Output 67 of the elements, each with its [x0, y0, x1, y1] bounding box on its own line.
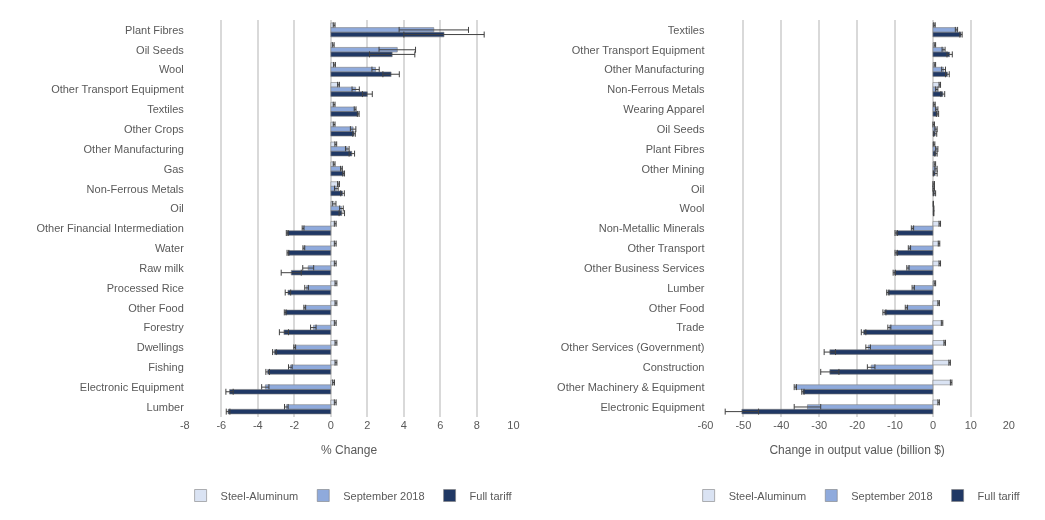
y-tick-label: Other Food	[128, 301, 184, 314]
x-tick-label: -10	[887, 418, 903, 431]
y-tick-label: Other Crops	[123, 123, 185, 135]
x-axis-title: Change in output value (billion $)	[769, 442, 945, 457]
y-tick-label: Other Machinery & Equipment	[557, 380, 705, 393]
y-tick-label: Electronic Equipment	[600, 400, 705, 413]
y-tick-label: Lumber	[667, 281, 705, 294]
y-tick-label: Oil Seeds	[136, 43, 185, 56]
y-tick-label: Non-Metallic Minerals	[598, 222, 705, 235]
x-tick-label: -8	[179, 418, 190, 431]
y-tick-label: Non-Ferrous Metals	[607, 83, 705, 96]
x-tick-label: 10	[964, 418, 977, 431]
y-tick-label: Other Manufacturing	[604, 63, 705, 76]
legend-label: September 2018	[851, 489, 933, 502]
legend-label: Steel-Aluminum	[220, 489, 299, 502]
y-tick-label: Textiles	[667, 23, 705, 36]
x-tick-label: -6	[216, 418, 227, 431]
y-tick-label: Other Transport	[627, 242, 705, 255]
y-tick-label: Lumber	[146, 400, 185, 413]
y-tick-label: Other Transport Equipment	[571, 43, 705, 56]
x-tick-label: 2	[364, 418, 371, 431]
y-tick-label: Other Financial Intermediation	[36, 222, 184, 235]
y-tick-label: Raw milk	[139, 261, 185, 274]
y-tick-label: Other Manufacturing	[83, 142, 184, 155]
x-tick-label: -50	[735, 418, 752, 431]
y-tick-label: Construction	[642, 361, 705, 374]
x-tick-label: -2	[289, 418, 300, 431]
y-tick-label: Other Mining	[641, 162, 705, 175]
x-tick-label: 0	[929, 418, 937, 431]
y-tick-label: Gas	[163, 162, 185, 175]
x-tick-label: 4	[400, 418, 407, 431]
y-tick-label: Other Business Services	[584, 261, 705, 274]
y-tick-label: Plant Fibres	[645, 142, 705, 155]
x-tick-label: 8	[473, 418, 480, 431]
legend-label: September 2018	[343, 489, 425, 502]
y-tick-label: Plant Fibres	[125, 23, 185, 36]
x-tick-label: -30	[811, 418, 828, 431]
y-tick-label: Forestry	[143, 321, 185, 334]
x-tick-label: -4	[252, 418, 263, 431]
y-tick-label: Oil	[170, 202, 184, 215]
y-tick-label: Non-Ferrous Metals	[86, 182, 185, 195]
y-tick-label: Oil Seeds	[656, 123, 705, 135]
y-tick-label: Oil	[691, 182, 705, 195]
y-tick-label: Electronic Equipment	[79, 380, 184, 393]
x-tick-label: -20	[849, 418, 866, 431]
x-tick-label: 6	[437, 418, 444, 431]
y-tick-label: Fishing	[148, 361, 184, 374]
y-tick-label: Water	[154, 242, 185, 255]
x-tick-label: 10	[507, 418, 520, 431]
y-tick-label: Other Services (Government)	[560, 341, 705, 354]
legend-label: Full tariff	[977, 489, 1021, 502]
legend-label: Full tariff	[469, 489, 513, 502]
y-tick-label: Other Transport Equipment	[51, 83, 184, 96]
x-tick-label: -60	[697, 418, 714, 431]
x-tick-label: 20	[1002, 418, 1015, 431]
y-tick-label: Wearing Apparel	[623, 103, 705, 116]
x-tick-label: 0	[327, 418, 334, 431]
y-tick-label: Wool	[679, 202, 705, 215]
y-tick-label: Processed Rice	[106, 281, 184, 294]
x-axis-title: % Change	[321, 442, 378, 457]
y-tick-label: Dwellings	[136, 341, 185, 354]
y-tick-label: Trade	[676, 321, 705, 334]
y-tick-label: Other Food	[648, 301, 705, 314]
legend-label: Steel-Aluminum	[728, 489, 807, 502]
y-tick-label: Wool	[158, 63, 184, 76]
y-tick-label: Textiles	[147, 103, 185, 116]
x-tick-label: -40	[773, 418, 790, 431]
